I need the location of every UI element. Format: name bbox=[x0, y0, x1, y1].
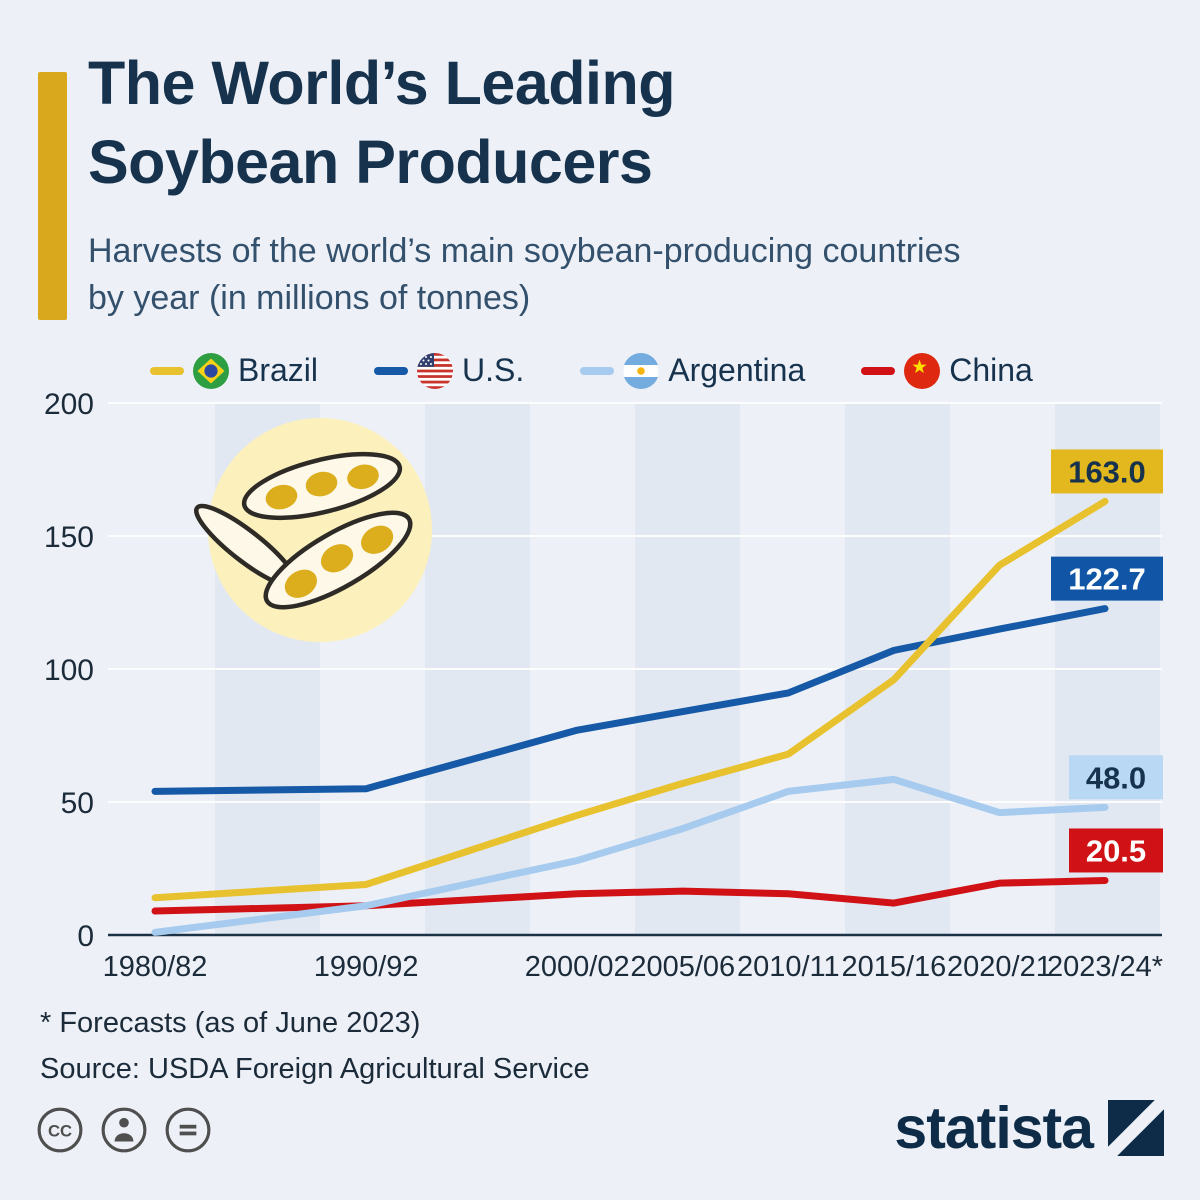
x-tick-label: 1980/82 bbox=[103, 951, 208, 983]
source-note: Source: USDA Foreign Agricultural Servic… bbox=[40, 1053, 590, 1085]
title-line-1: The World’s Leading bbox=[88, 49, 675, 117]
page-subtitle: Harvests of the world’s main soybean-pro… bbox=[88, 228, 960, 322]
series-line-argentina bbox=[151, 775, 1109, 936]
argentina-line-swatch bbox=[580, 366, 615, 375]
value-label-box-brazil bbox=[1051, 449, 1163, 494]
legend-label-china: China bbox=[949, 352, 1033, 388]
value-label-brazil: 163.0 bbox=[1068, 454, 1146, 489]
cc-glyph: CC bbox=[48, 1121, 72, 1140]
legend-item-us: U.S. bbox=[374, 352, 524, 389]
statista-wordmark: statista bbox=[894, 1095, 1094, 1161]
series-line-china bbox=[151, 876, 1109, 915]
value-label-china: 20.5 bbox=[1086, 833, 1146, 868]
value-label-argentina: 48.0 bbox=[1086, 760, 1146, 795]
footnotes: * Forecasts (as of June 2023) Source: US… bbox=[40, 1000, 590, 1092]
value-label-box-us bbox=[1051, 556, 1163, 601]
accent-bar bbox=[38, 72, 67, 320]
no-derivatives-icon bbox=[165, 1107, 211, 1153]
statista-logo-icon bbox=[1108, 1100, 1164, 1156]
x-tick-label: 2023/24* bbox=[1047, 951, 1163, 983]
legend-item-argentina: Argentina bbox=[580, 352, 805, 389]
value-label-box-argentina bbox=[1069, 755, 1163, 800]
series-line-brazil bbox=[151, 497, 1109, 902]
legend-item-china: China bbox=[861, 352, 1033, 389]
x-tick-label: 2005/06 bbox=[630, 951, 735, 983]
legend-item-brazil: Brazil bbox=[150, 352, 318, 389]
value-label-box-china bbox=[1069, 828, 1163, 873]
chart-legend: Brazil bbox=[150, 352, 1033, 389]
china-line-swatch bbox=[861, 366, 896, 375]
statista-branding: statista bbox=[894, 1094, 1164, 1162]
forecast-note: * Forecasts (as of June 2023) bbox=[40, 1007, 421, 1039]
us-line-swatch bbox=[374, 366, 409, 375]
series-line-us bbox=[151, 605, 1109, 795]
argentina-flag-icon bbox=[623, 352, 660, 389]
y-tick-label: 200 bbox=[44, 388, 94, 421]
cc-license-icon: CC bbox=[37, 1107, 83, 1153]
y-tick-label: 100 bbox=[44, 654, 94, 687]
legend-label-us: U.S. bbox=[462, 352, 525, 388]
attribution-icon bbox=[101, 1107, 147, 1153]
license-icons: CC bbox=[36, 1106, 212, 1154]
page-title: The World’s Leading Soybean Producers bbox=[88, 44, 675, 202]
y-tick-label: 0 bbox=[77, 920, 94, 953]
soybean-pods-illustration bbox=[194, 418, 432, 642]
title-line-2: Soybean Producers bbox=[88, 128, 653, 196]
x-tick-label: 2020/21 bbox=[947, 951, 1052, 983]
value-label-us: 122.7 bbox=[1068, 562, 1146, 597]
subtitle-line-1: Harvests of the world’s main soybean-pro… bbox=[88, 232, 961, 270]
x-tick-label: 2015/16 bbox=[841, 951, 946, 983]
x-tick-label: 2010/11 bbox=[737, 951, 840, 983]
legend-label-argentina: Argentina bbox=[668, 352, 806, 388]
subtitle-line-2: by year (in millions of tonnes) bbox=[88, 279, 531, 317]
x-tick-label: 2000/02 bbox=[525, 951, 630, 983]
y-tick-label: 50 bbox=[61, 787, 94, 820]
legend-label-brazil: Brazil bbox=[238, 352, 319, 388]
y-tick-label: 150 bbox=[44, 521, 94, 554]
china-flag-icon bbox=[904, 352, 941, 389]
us-flag-icon bbox=[417, 352, 454, 389]
brazil-line-swatch bbox=[150, 366, 184, 375]
x-tick-label: 1990/92 bbox=[314, 951, 419, 983]
soybean-production-line-chart: 0 50 100 150 200 bbox=[44, 388, 1163, 983]
brazil-flag-icon bbox=[193, 352, 229, 389]
